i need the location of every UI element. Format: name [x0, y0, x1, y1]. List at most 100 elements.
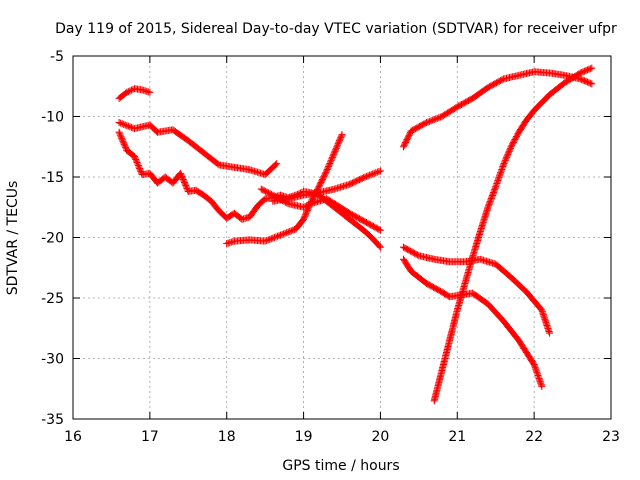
data-point-trace [301, 203, 309, 211]
data-point-trace [180, 177, 188, 185]
data-point-trace [136, 165, 144, 173]
data-point-trace [283, 199, 291, 207]
data-point-trace [116, 131, 124, 139]
data-point-trace [303, 202, 311, 210]
data-point [261, 237, 269, 245]
data-point [273, 160, 281, 168]
data-point-trace [287, 227, 295, 235]
data-point-trace [182, 181, 190, 189]
data-point-trace [281, 229, 289, 237]
data-point-trace [508, 141, 516, 149]
data-point-trace [501, 158, 509, 166]
x-tick-label: 20 [372, 429, 390, 445]
data-point-trace [509, 140, 517, 148]
x-tick-label: 17 [141, 429, 159, 445]
y-tick-label: -5 [50, 49, 64, 65]
data-point [177, 169, 185, 177]
series-9 [399, 255, 546, 390]
y-tick-label: -15 [41, 170, 64, 186]
data-point-trace [360, 174, 368, 182]
data-point-trace [280, 230, 288, 238]
data-point [330, 149, 338, 157]
data-point-trace [327, 156, 335, 164]
data-point-trace [124, 122, 132, 130]
data-point-trace [330, 150, 338, 158]
series-1 [115, 85, 154, 102]
data-point-trace [506, 144, 514, 152]
data-point-trace [506, 146, 514, 154]
data-point-trace [336, 135, 344, 143]
y-tick-label: -25 [41, 291, 64, 307]
data-point-trace [501, 156, 509, 164]
data-point-trace [283, 229, 291, 237]
data-point [323, 167, 331, 175]
data-point-trace [500, 159, 508, 167]
data-point-trace [424, 118, 432, 126]
data-point-trace [513, 131, 521, 139]
series-2 [115, 119, 281, 179]
y-tick-label: -30 [41, 352, 64, 368]
data-point [423, 119, 431, 127]
data-point-trace [122, 143, 130, 151]
data-point-trace [273, 232, 281, 240]
data-point-trace [337, 132, 345, 140]
data-point-trace [269, 234, 277, 242]
data-point-trace [301, 212, 309, 220]
data-point-trace [117, 119, 125, 127]
series-10 [430, 64, 596, 405]
data-point-trace [118, 136, 126, 144]
data-point-trace [134, 162, 142, 170]
data-point-trace [432, 115, 440, 123]
data-point-trace [366, 171, 374, 179]
data-point-trace [505, 149, 513, 157]
data-point-trace [124, 88, 132, 96]
data-point-trace [433, 114, 441, 122]
data-point-trace [375, 225, 383, 233]
data-point-trace [322, 168, 330, 176]
data-point-trace [502, 155, 510, 163]
data-point-trace [337, 134, 345, 142]
data-point [546, 329, 554, 337]
data-point-trace [331, 147, 339, 155]
data-point [499, 161, 507, 169]
data-point-trace [510, 137, 518, 145]
data-point [115, 119, 123, 127]
data-point-trace [328, 153, 336, 161]
data-point-trace [284, 228, 292, 236]
data-point-trace [263, 237, 271, 245]
data-point-trace [370, 169, 378, 177]
data-point-trace [512, 134, 520, 142]
y-tick-label: -20 [41, 231, 64, 247]
data-point-trace [363, 172, 371, 180]
data-point [538, 382, 546, 390]
data-point [338, 131, 346, 139]
data-point [300, 215, 308, 223]
data-point-trace [586, 65, 594, 73]
data-point [130, 152, 138, 160]
data-point-trace [127, 123, 135, 131]
data-point-trace [275, 232, 283, 240]
data-point-trace [286, 227, 294, 235]
data-point-trace [120, 120, 128, 128]
data-point-trace [132, 155, 140, 163]
data-point-trace [335, 138, 343, 146]
data-point-trace [505, 147, 513, 155]
x-tick-label: 23 [602, 429, 620, 445]
y-axis-label: SDTVAR / TECUs [5, 181, 21, 296]
data-point-trace [332, 144, 340, 152]
data-point-trace [364, 172, 372, 180]
data-point-trace [325, 161, 333, 169]
y-tick-label: -35 [41, 412, 64, 428]
series-6 [257, 185, 384, 234]
data-point-trace [324, 164, 332, 172]
data-point-trace [503, 153, 511, 161]
data-point-trace [421, 119, 429, 127]
data-point-trace [133, 158, 141, 166]
data-point-trace [301, 211, 309, 219]
data-point-trace [120, 139, 128, 147]
data-point-trace [117, 133, 125, 141]
data-point-trace [334, 141, 342, 149]
data-point-trace [177, 171, 185, 179]
data-point-trace [427, 117, 435, 125]
